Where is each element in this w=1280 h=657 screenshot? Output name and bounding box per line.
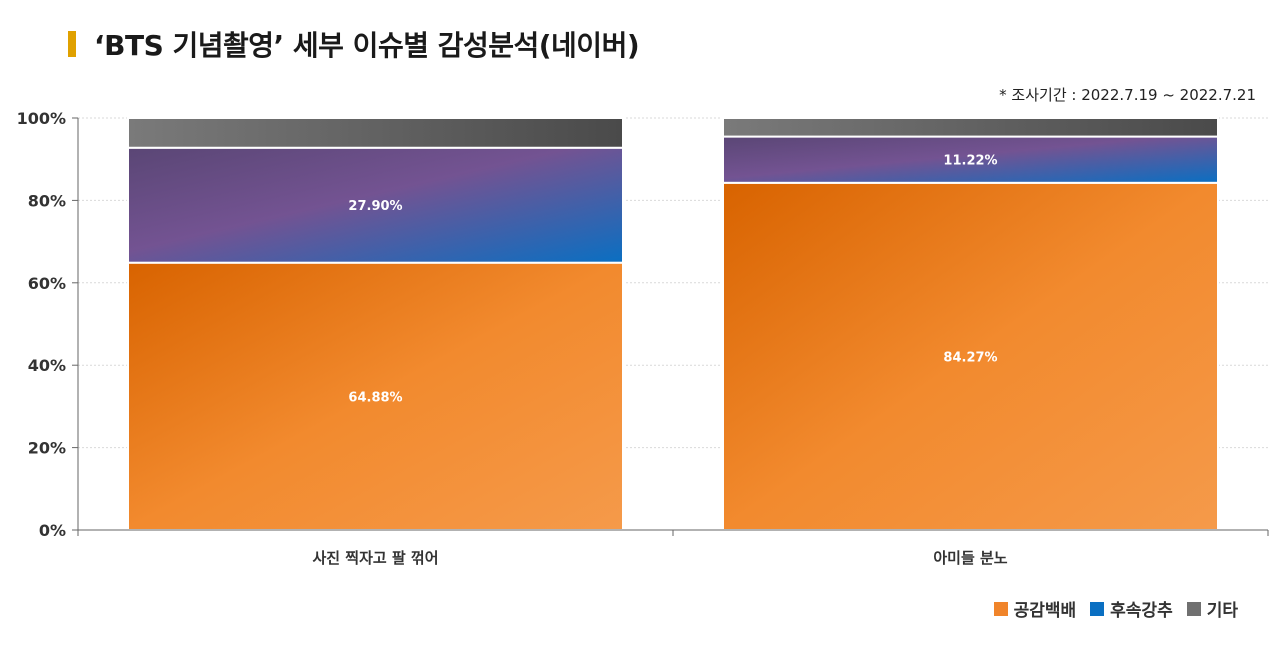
legend-item: 후속강추 xyxy=(1090,596,1173,621)
legend-swatch xyxy=(1090,601,1105,616)
legend: 공감백배 후속강추 기타 xyxy=(980,596,1238,621)
bar-기타-1 xyxy=(722,117,1219,138)
y-tick-label: 0% xyxy=(39,521,66,540)
data-label: 84.27% xyxy=(943,350,997,365)
legend-swatch xyxy=(1186,601,1201,616)
bar-공감백배-0 xyxy=(127,261,624,531)
x-tick-label: 아미들 분노 xyxy=(933,549,1007,567)
y-tick-label: 100% xyxy=(17,109,66,128)
legend-item: 공감백배 xyxy=(993,596,1077,621)
data-label: 64.88% xyxy=(348,390,402,405)
data-label: 11.22% xyxy=(943,154,997,169)
bar-기타-0 xyxy=(127,117,624,149)
legend-item: 기타 xyxy=(1186,596,1238,621)
data-label: 27.90% xyxy=(348,199,402,214)
legend-label: 공감백배 xyxy=(1013,601,1077,621)
title-accent-bar xyxy=(68,31,76,57)
y-tick-label: 20% xyxy=(28,439,66,458)
legend-label: 기타 xyxy=(1206,601,1238,621)
y-tick-label: 80% xyxy=(28,191,66,210)
title-text: ‘BTS 기념촬영’ 세부 이슈별 감성분석(네이버) xyxy=(94,29,640,62)
bar-공감백배-1 xyxy=(722,181,1219,532)
y-tick-label: 60% xyxy=(28,274,66,293)
y-tick-label: 40% xyxy=(28,356,66,375)
chart-title: ‘BTS 기념촬영’ 세부 이슈별 감성분석(네이버) xyxy=(68,22,640,66)
survey-period: * 조사기간 : 2022.7.19 ~ 2022.7.21 xyxy=(999,86,1256,104)
bar-후속강추-0 xyxy=(127,146,624,264)
legend-swatch xyxy=(993,601,1008,616)
x-tick-label: 사진 찍자고 팔 꺾어 xyxy=(312,549,438,567)
legend-label: 후속강추 xyxy=(1110,601,1173,621)
